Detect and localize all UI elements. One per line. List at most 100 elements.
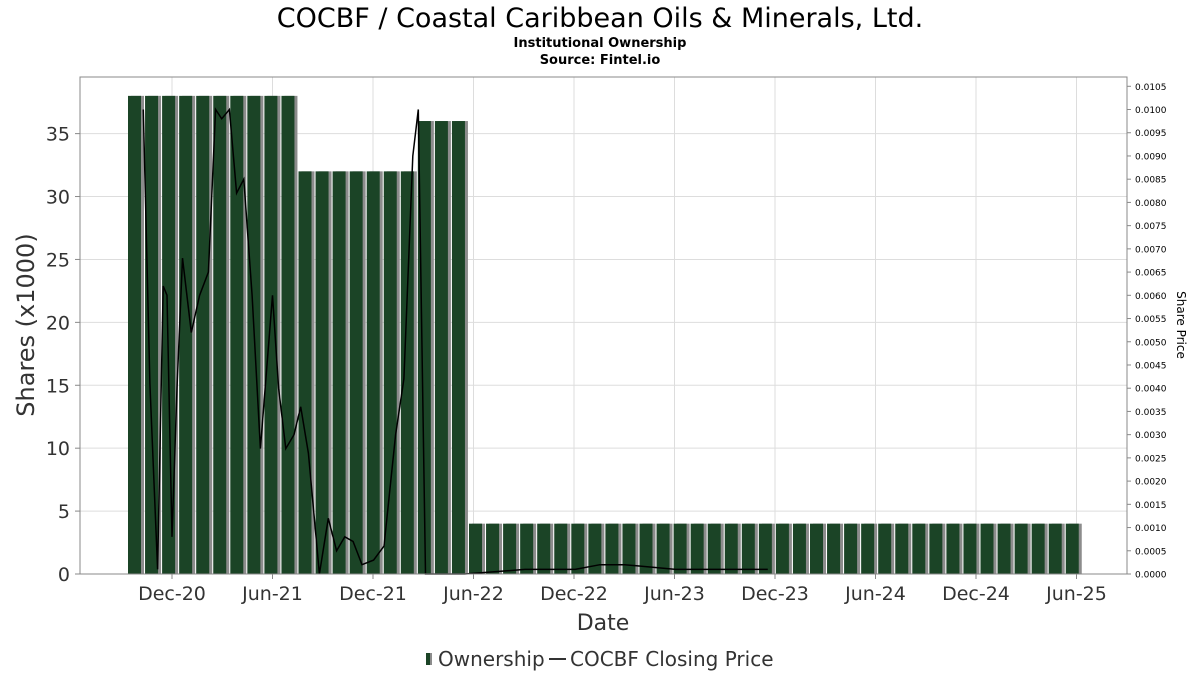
ownership-bar	[963, 523, 977, 574]
legend-ownership-shadow	[430, 653, 432, 665]
y2-axis-ticks: 0.0000 0.0005 0.0010 0.0015 0.0020 0.0025 0.00…	[1127, 83, 1167, 581]
y2-axis-label: Share Price	[1174, 291, 1188, 359]
ownership-bar	[861, 523, 875, 574]
ownership-bar	[162, 95, 176, 575]
y2-tick-label: 0.0050	[1135, 338, 1167, 348]
y2-tick-label: 0.0090	[1135, 152, 1167, 162]
ownership-bar	[622, 523, 636, 574]
legend: Ownership COCBF Closing Price	[426, 647, 774, 671]
y2-tick-label: 0.0105	[1135, 83, 1167, 93]
x-tick-label: Dec-24	[942, 583, 1010, 605]
y2-tick-label: 0.0045	[1135, 361, 1167, 371]
ownership-bar	[230, 95, 244, 575]
ownership-bar	[707, 523, 721, 574]
ownership-bar	[656, 523, 670, 574]
ownership-bar	[451, 121, 465, 575]
ownership-bar	[775, 523, 789, 574]
ownership-bar	[332, 171, 346, 574]
x-axis-ticks: Dec-20 Jun-21 Dec-21 Jun-22 Dec-22 Jun-23 Dec-…	[138, 574, 1107, 605]
ownership-bar	[264, 95, 278, 575]
y2-tick-label: 0.0035	[1135, 408, 1167, 418]
y-tick-label: 0	[58, 564, 70, 586]
ownership-bar	[486, 523, 500, 574]
ownership-bar	[810, 523, 823, 574]
y2-tick-label: 0.0060	[1135, 292, 1167, 302]
ownership-bar	[520, 523, 534, 574]
ownership-bar	[281, 95, 295, 575]
ownership-bar	[196, 95, 210, 575]
ownership-bars	[128, 95, 1082, 575]
y2-tick-label: 0.0065	[1135, 269, 1167, 279]
ownership-bar	[349, 171, 363, 574]
ownership-bar	[1065, 523, 1079, 574]
ownership-bar	[588, 523, 602, 574]
y2-tick-label: 0.0030	[1135, 431, 1167, 441]
ownership-bar	[1048, 523, 1062, 574]
y2-tick-label: 0.0085	[1135, 176, 1167, 186]
ownership-bar	[878, 523, 892, 574]
x-tick-label: Jun-24	[844, 583, 906, 605]
ownership-bar	[400, 171, 414, 574]
ownership-bar	[946, 523, 960, 574]
ownership-bar	[571, 523, 585, 574]
y-axis-ticks: 0 5 10 15 20 25 30 35	[46, 124, 80, 586]
ownership-bar	[758, 523, 772, 574]
y2-tick-label: 0.0070	[1135, 245, 1167, 255]
ownership-bar	[1031, 523, 1045, 574]
ownership-bar	[980, 523, 994, 574]
y2-tick-label: 0.0000	[1135, 571, 1167, 581]
y-tick-label: 15	[46, 375, 70, 397]
ownership-bar	[639, 523, 653, 574]
y2-tick-label: 0.0020	[1135, 478, 1167, 488]
ownership-bar	[366, 171, 380, 574]
x-tick-label: Dec-20	[138, 583, 206, 605]
ownership-bar	[434, 121, 448, 575]
ownership-bar	[383, 171, 397, 574]
y2-tick-label: 0.0055	[1135, 315, 1167, 325]
ownership-bar	[503, 523, 517, 574]
legend-price-label: COCBF Closing Price	[570, 647, 774, 671]
ownership-bar	[315, 171, 329, 574]
ownership-bar	[690, 523, 704, 574]
x-tick-label: Jun-22	[442, 583, 504, 605]
y2-tick-label: 0.0095	[1135, 129, 1167, 139]
chart-subtitle: Institutional Ownership	[514, 36, 687, 51]
ownership-bar	[912, 523, 926, 574]
y-axis-label: Shares (x1000)	[12, 233, 40, 416]
y-tick-label: 20	[46, 312, 70, 334]
ownership-bar	[537, 523, 551, 574]
ownership-bar	[298, 171, 312, 574]
y2-tick-label: 0.0025	[1135, 454, 1167, 464]
x-tick-label: Dec-21	[339, 583, 407, 605]
ownership-bar	[213, 95, 227, 575]
chart-title: COCBF / Coastal Caribbean Oils & Mineral…	[277, 3, 923, 34]
ownership-bar	[605, 523, 619, 574]
y2-tick-label: 0.0010	[1135, 524, 1167, 534]
x-tick-label: Dec-22	[540, 583, 608, 605]
legend-ownership-swatch	[426, 653, 430, 665]
ownership-bar	[827, 523, 841, 574]
y-tick-label: 10	[46, 438, 70, 460]
ownership-bar	[997, 523, 1011, 574]
y-tick-label: 30	[46, 187, 70, 209]
y2-tick-label: 0.0100	[1135, 106, 1167, 116]
y-tick-label: 35	[46, 124, 70, 146]
y2-tick-label: 0.0040	[1135, 385, 1167, 395]
plot-frame	[79, 76, 1128, 575]
y2-tick-label: 0.0080	[1135, 199, 1167, 209]
chart-source: Source: Fintel.io	[540, 53, 661, 68]
x-axis-label: Date	[577, 611, 630, 636]
ownership-bar	[1014, 523, 1028, 574]
ownership-bar	[895, 523, 909, 574]
ownership-bar	[145, 95, 159, 575]
ownership-bar	[673, 523, 687, 574]
ownership-bar	[179, 95, 193, 575]
ownership-bar	[417, 121, 431, 575]
ownership-bar	[844, 523, 858, 574]
ownership-bar	[792, 523, 806, 574]
legend-ownership-label: Ownership	[438, 647, 545, 671]
ownership-bar	[128, 95, 141, 575]
ownership-bar	[554, 523, 568, 574]
x-tick-label: Jun-21	[241, 583, 303, 605]
